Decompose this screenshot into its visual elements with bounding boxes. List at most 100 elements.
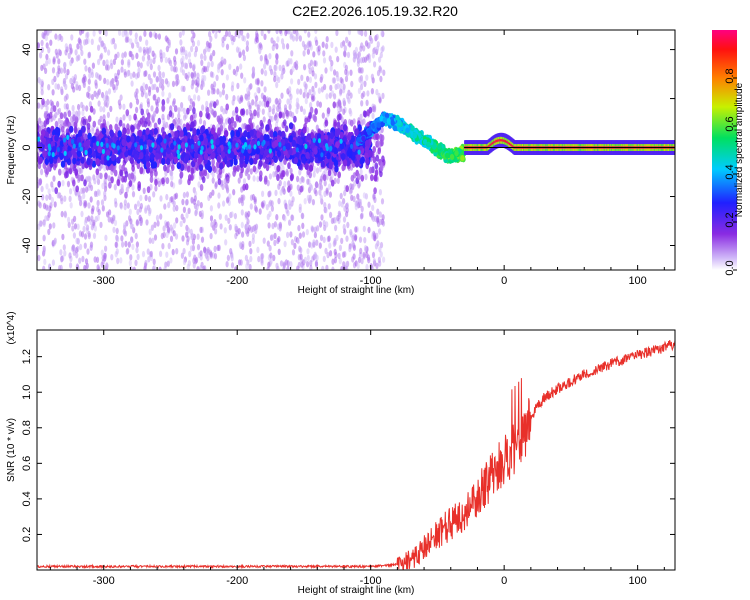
spectrogram-noise-cell (112, 215, 116, 222)
spectrogram-noise-cell (119, 169, 124, 177)
spectrogram-noise-cell (106, 98, 110, 106)
spectrogram-noise-cell (262, 237, 266, 244)
spectrogram-band-cell (158, 135, 163, 143)
spectrogram-noise-cell (315, 254, 319, 261)
spectrogram-noise-cell (241, 34, 245, 42)
spectrogram-noise-cell (196, 39, 201, 47)
spectrogram-noise-cell (209, 192, 213, 199)
spectrogram-noise-cell (175, 217, 179, 224)
spectrogram-noise-cell (285, 168, 289, 175)
spectrogram-noise-cell (94, 82, 98, 89)
spectrogram-band-cell (282, 145, 286, 151)
spectrogram-noise-cell (240, 209, 244, 216)
spectrogram-band-cell (215, 138, 220, 146)
spectrogram-band-cell (320, 160, 325, 168)
spectrogram-noise-cell (181, 30, 185, 36)
spectrogram-band-cell (280, 138, 286, 146)
spectrogram-noise-cell (280, 38, 285, 45)
spectrogram-band-cell (96, 141, 100, 147)
spectrogram-noise-cell (286, 231, 290, 239)
spectrogram-noise-cell (75, 185, 79, 193)
spectrogram-noise-cell (217, 63, 221, 70)
spectrogram-noise-cell (150, 224, 154, 231)
spectrogram-noise-cell (378, 56, 382, 63)
spectrogram-noise-cell (220, 69, 224, 76)
spectrogram-band-cell (41, 137, 47, 145)
spectrogram-noise-cell (381, 155, 385, 163)
spectrogram-noise-cell (380, 134, 385, 142)
spectrogram-noise-cell (275, 116, 279, 124)
spectrogram-noise-cell (283, 104, 288, 111)
spectrogram-noise-cell (44, 215, 48, 222)
spectrogram-noise-cell (120, 185, 124, 193)
spectrogram-noise-cell (57, 117, 62, 125)
spectrogram-band-cell (137, 129, 143, 137)
spectrogram-noise-cell (296, 237, 300, 245)
spectrogram-noise-cell (143, 262, 148, 269)
spectrogram-band-cell (224, 130, 229, 138)
spectrogram-noise-cell (83, 39, 87, 46)
spectrogram-noise-cell (375, 262, 379, 269)
spectrogram-noise-cell (71, 104, 75, 112)
spectrogram-noise-cell (237, 32, 241, 39)
spectrogram-noise-cell (158, 76, 162, 83)
spectrogram-band-cell (367, 149, 373, 157)
spectrogram-noise-cell (174, 66, 178, 73)
spectrogram-noise-cell (273, 239, 277, 247)
spectrogram-band-cell (216, 146, 222, 154)
spectrogram-noise-cell (205, 45, 209, 53)
spectrogram-noise-cell (131, 184, 135, 191)
spectrogram-noise-cell (173, 105, 178, 113)
spectrogram-noise-cell (345, 235, 349, 242)
spectrogram-noise-cell (319, 234, 324, 242)
spectrogram-noise-cell (59, 194, 64, 202)
spectrogram-noise-cell (350, 174, 355, 182)
spectrogram-noise-cell (336, 177, 340, 185)
spectrogram-noise-cell (73, 215, 77, 223)
spectrogram-noise-cell (321, 41, 325, 48)
spectrogram-noise-cell (185, 74, 189, 82)
spectrogram-band-cell (117, 130, 122, 138)
spectrogram-noise-cell (331, 266, 335, 270)
spectrogram-noise-cell (157, 33, 161, 40)
spectrogram-noise-cell (46, 30, 50, 36)
spectrogram-noise-cell (279, 189, 283, 196)
spectrogram-noise-cell (372, 232, 377, 239)
spectrogram-noise-cell (122, 114, 126, 121)
spectrogram-noise-cell (327, 235, 331, 242)
spectrogram-noise-cell (359, 83, 364, 91)
spectrogram-noise-cell (140, 85, 144, 93)
spectrogram-noise-cell (262, 94, 267, 102)
spectrogram-noise-cell (180, 252, 184, 259)
spectrogram-noise-cell (260, 80, 264, 87)
spectrogram-noise-cell (147, 54, 151, 61)
spectrogram-noise-cell (249, 168, 253, 175)
spectrogram-band-cell (305, 151, 310, 159)
spectrogram-band-cell (199, 149, 203, 155)
spectrogram-noise-cell (265, 100, 270, 108)
spectrogram-noise-cell (154, 98, 159, 106)
spectrogram-noise-cell (69, 47, 73, 54)
spectrogram-noise-cell (265, 164, 270, 172)
spectrogram-noise-cell (135, 88, 139, 95)
spectrogram-noise-cell (242, 194, 246, 201)
spectrogram-noise-cell (345, 261, 349, 268)
spectrogram-noise-cell (190, 36, 194, 43)
spectrogram-noise-cell (95, 128, 100, 136)
spectrogram-noise-cell (297, 261, 301, 269)
spectrogram-noise-cell (321, 112, 325, 119)
spectrogram-noise-cell (158, 70, 162, 78)
spectrogram-band-cell (160, 147, 164, 153)
spectrogram-noise-cell (79, 44, 83, 51)
spectrogram-band-cell (288, 135, 293, 143)
spectrogram-band-cell (78, 129, 83, 137)
spectrogram-noise-cell (213, 110, 217, 118)
spectrogram-noise-cell (171, 248, 175, 256)
spectrogram-noise-cell (185, 239, 190, 246)
spectrogram-noise-cell (301, 40, 305, 48)
spectrogram-noise-cell (380, 46, 384, 53)
spectrogram-noise-cell (350, 80, 354, 88)
spectrogram-noise-cell (217, 30, 222, 34)
spectrogram-noise-cell (194, 46, 198, 53)
spectrogram-noise-cell (261, 202, 265, 209)
